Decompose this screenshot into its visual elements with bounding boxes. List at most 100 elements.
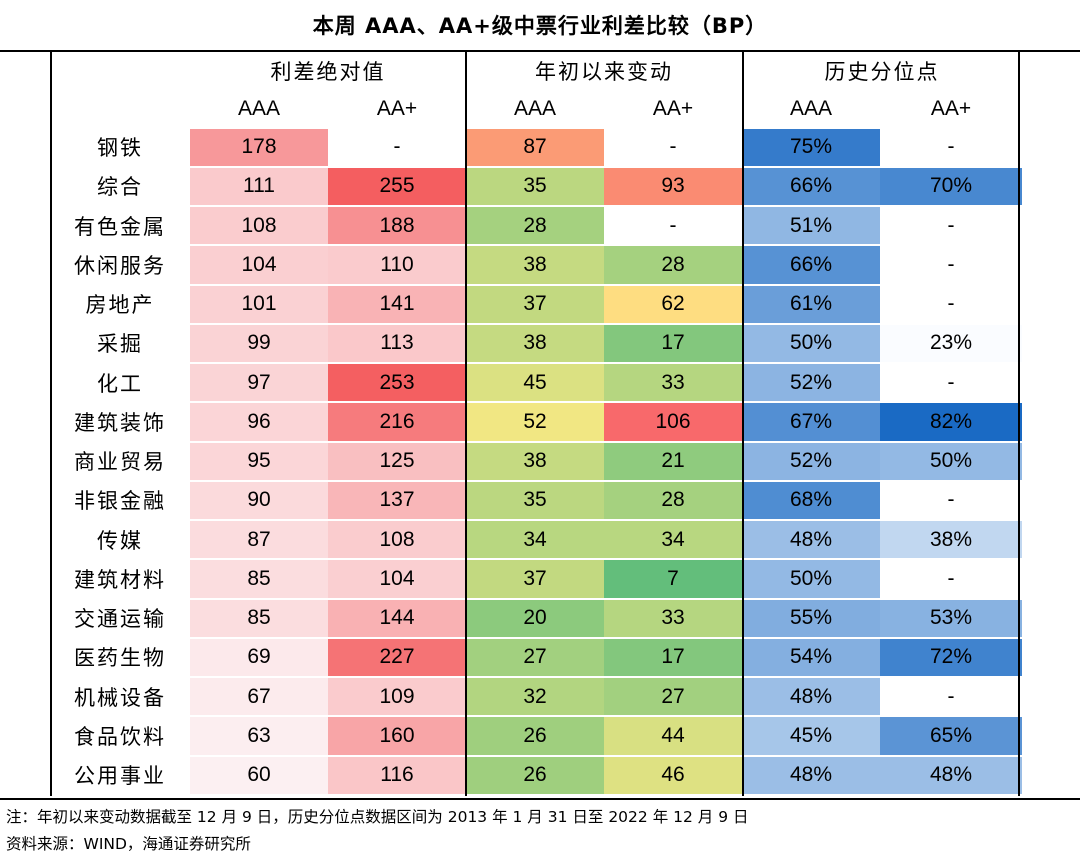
value-cell: 50% — [742, 559, 880, 600]
group-header-row: 利差绝对值 年初以来变动 历史分位点 — [50, 52, 1022, 92]
value-cell: 67% — [742, 402, 880, 443]
table-row: 建筑材料 85 104 37 7 50% - — [50, 559, 1022, 600]
title-rule — [0, 50, 1080, 52]
value-cell: 52% — [742, 363, 880, 404]
value-cell: 75% — [742, 127, 880, 168]
value-cell: 17 — [604, 323, 742, 365]
subheader-aaplus: AA+ — [328, 90, 466, 129]
value-cell: 52 — [466, 402, 604, 443]
value-cell: 97 — [190, 363, 328, 404]
value-cell: 216 — [328, 402, 466, 443]
divider-left — [50, 52, 52, 796]
value-cell: 104 — [190, 245, 328, 286]
value-cell: 253 — [328, 363, 466, 404]
value-cell: 96 — [190, 402, 328, 443]
value-cell: 50% — [880, 441, 1022, 482]
value-cell: 62 — [604, 284, 742, 325]
table-row: 医药生物 69 227 27 17 54% 72% — [50, 637, 1022, 679]
value-cell: 54% — [742, 637, 880, 679]
industry-label: 非银金融 — [50, 480, 190, 522]
value-cell: 33 — [604, 598, 742, 639]
value-cell: 72% — [880, 637, 1022, 679]
group-header-2: 年初以来变动 — [466, 52, 742, 92]
value-cell: - — [880, 206, 1022, 247]
value-cell: 67 — [190, 677, 328, 718]
value-cell: 188 — [328, 206, 466, 247]
industry-label: 综合 — [50, 166, 190, 208]
value-cell: - — [604, 206, 742, 247]
table-row: 商业贸易 95 125 38 21 52% 50% — [50, 441, 1022, 482]
table-row: 休闲服务 104 110 38 28 66% - — [50, 245, 1022, 286]
industry-label: 休闲服务 — [50, 245, 190, 286]
value-cell: 35 — [466, 166, 604, 208]
table-row: 建筑装饰 96 216 52 106 67% 82% — [50, 402, 1022, 443]
value-cell: 37 — [466, 284, 604, 325]
value-cell: 85 — [190, 598, 328, 639]
value-cell: 255 — [328, 166, 466, 208]
value-cell: - — [880, 480, 1022, 522]
divider-right — [1018, 52, 1020, 796]
group-header-1: 利差绝对值 — [190, 52, 466, 92]
value-cell: 87 — [466, 127, 604, 168]
value-cell: 28 — [604, 480, 742, 522]
header-blank — [50, 52, 190, 92]
table-row: 公用事业 60 116 26 46 48% 48% — [50, 755, 1022, 796]
value-cell: - — [880, 363, 1022, 404]
value-cell: 116 — [328, 755, 466, 796]
divider-group-3 — [742, 52, 744, 796]
value-cell: 20 — [466, 598, 604, 639]
table-row: 交通运输 85 144 20 33 55% 53% — [50, 598, 1022, 639]
value-cell: 137 — [328, 480, 466, 522]
divider-group-2 — [465, 52, 467, 796]
value-cell: 45 — [466, 363, 604, 404]
subheader-aaa: AAA — [742, 90, 880, 129]
subheader-aaplus: AA+ — [880, 90, 1022, 129]
value-cell: 109 — [328, 677, 466, 718]
value-cell: 68% — [742, 480, 880, 522]
value-cell: 50% — [742, 323, 880, 365]
subheader-blank — [50, 90, 190, 129]
industry-label: 商业贸易 — [50, 441, 190, 482]
table-row: 综合 111 255 35 93 66% 70% — [50, 166, 1022, 208]
table-row: 钢铁 178-87-75% - — [50, 127, 1022, 168]
value-cell: 27 — [604, 677, 742, 718]
value-cell: 28 — [466, 206, 604, 247]
value-cell: 66% — [742, 245, 880, 286]
value-cell: 106 — [604, 402, 742, 443]
value-cell: 7 — [604, 559, 742, 600]
table-row: 化工 97 253 45 33 52% - — [50, 363, 1022, 404]
value-cell: 17 — [604, 637, 742, 679]
value-cell: 55% — [742, 598, 880, 639]
value-cell: 95 — [190, 441, 328, 482]
value-cell: 38 — [466, 245, 604, 286]
value-cell: 46 — [604, 755, 742, 796]
table-row: 房地产 101 141 37 62 61% - — [50, 284, 1022, 325]
industry-label: 医药生物 — [50, 637, 190, 679]
industry-label: 采掘 — [50, 323, 190, 365]
value-cell: - — [328, 127, 466, 168]
value-cell: 111 — [190, 166, 328, 208]
value-cell: 51% — [742, 206, 880, 247]
value-cell: 48% — [742, 755, 880, 796]
value-cell: 93 — [604, 166, 742, 208]
footnote: 注：年初以来变动数据截至 12 月 9 日，历史分位点数据区间为 2013 年 … — [6, 808, 749, 826]
value-cell: 82% — [880, 402, 1022, 443]
value-cell: 28 — [604, 245, 742, 286]
value-cell: 45% — [742, 716, 880, 757]
value-cell: 48% — [742, 520, 880, 561]
value-cell: 141 — [328, 284, 466, 325]
value-cell: - — [604, 127, 742, 168]
industry-label: 交通运输 — [50, 598, 190, 639]
value-cell: - — [880, 559, 1022, 600]
value-cell: - — [880, 677, 1022, 718]
value-cell: - — [880, 245, 1022, 286]
value-cell: 32 — [466, 677, 604, 718]
group-header-3: 历史分位点 — [742, 52, 1022, 92]
subheader-aaa: AAA — [190, 90, 328, 129]
table-row: 有色金属 108 188 28-51% - — [50, 206, 1022, 247]
value-cell: 23% — [880, 323, 1022, 365]
value-cell: 53% — [880, 598, 1022, 639]
table-row: 食品饮料 63 160 26 44 45% 65% — [50, 716, 1022, 757]
value-cell: - — [880, 127, 1022, 168]
value-cell: 113 — [328, 323, 466, 365]
